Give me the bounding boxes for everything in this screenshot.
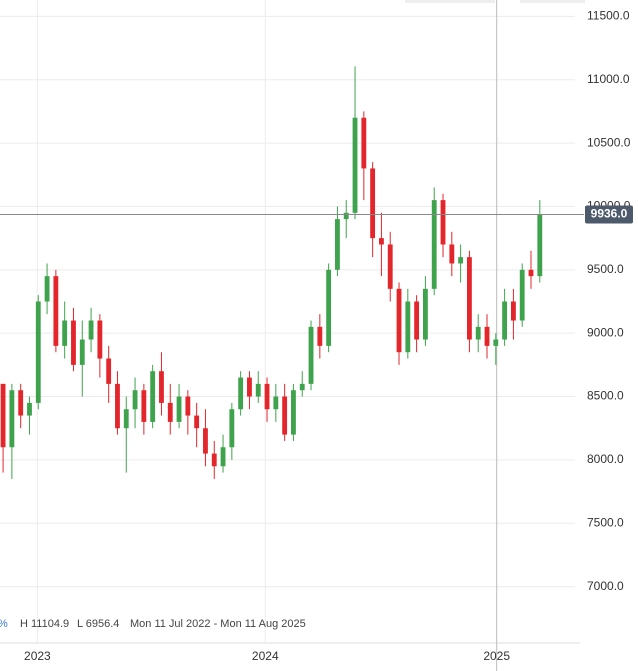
candle-body <box>79 339 85 365</box>
candle-body <box>361 117 367 169</box>
candle-body <box>291 390 296 435</box>
candle-body <box>176 396 182 422</box>
candle-body <box>510 301 516 321</box>
candle-body <box>123 409 129 429</box>
y-tick-label: 8500.0 <box>587 389 624 403</box>
candle-body <box>379 238 384 245</box>
stat-text: % <box>0 618 8 630</box>
last-price-box <box>585 205 633 224</box>
candle-body <box>264 383 270 410</box>
candle-body <box>449 244 455 264</box>
candle-body <box>167 402 173 422</box>
candle-body <box>528 269 534 277</box>
candle-body <box>299 383 305 391</box>
candle-body <box>211 453 217 467</box>
candle-body <box>97 320 103 359</box>
stat-text: L 6956.4 <box>77 618 119 630</box>
x-tick-label: 2023 <box>24 649 51 663</box>
toolbar-fragment <box>520 0 585 3</box>
candle-body <box>466 257 472 340</box>
candle-body <box>273 396 279 410</box>
y-tick-label: 9000.0 <box>587 325 624 339</box>
candle-body <box>431 200 437 289</box>
stat-text: H 11104.9 <box>20 618 69 630</box>
candle-body <box>317 326 323 346</box>
candle-body <box>247 377 252 397</box>
candle-body <box>326 269 332 346</box>
candle-body <box>352 117 358 213</box>
candle-body <box>150 371 156 422</box>
candle-body <box>44 276 50 302</box>
candle-body <box>414 301 420 340</box>
candle-body <box>343 212 349 220</box>
candle-body <box>132 390 138 410</box>
candle-body <box>71 320 76 365</box>
candle-body <box>53 276 59 346</box>
y-tick-label: 8000.0 <box>587 452 624 466</box>
candle-body <box>396 288 402 353</box>
y-tick-label: 9500.0 <box>587 262 624 276</box>
candle-body <box>18 390 24 416</box>
candle-body <box>220 447 226 467</box>
candle-body <box>308 326 314 384</box>
candle-body <box>0 383 6 448</box>
y-tick-label: 7500.0 <box>587 515 624 529</box>
candle-body <box>484 326 490 346</box>
candle-body <box>106 358 112 384</box>
candle-body <box>423 288 428 340</box>
y-tick-label: 11000.0 <box>587 72 630 86</box>
candle-body <box>282 396 288 435</box>
stat-text: Mon 11 Jul 2022 - Mon 11 Aug 2025 <box>130 618 306 630</box>
candle-body <box>502 301 508 340</box>
candle-body <box>9 390 15 448</box>
x-tick-label: 2024 <box>252 649 279 663</box>
toolbar-fragment <box>405 0 495 3</box>
candle-body <box>387 244 393 289</box>
x-tick-label: 2025 <box>483 649 510 663</box>
candle-body <box>27 402 32 416</box>
y-tick-label: 11500.0 <box>587 9 630 23</box>
candle-body <box>88 320 94 340</box>
last-price-label: 9936.0 <box>591 207 628 221</box>
candle-body <box>458 257 464 264</box>
y-tick-label: 7000.0 <box>587 579 624 593</box>
y-tick-label: 10500.0 <box>587 135 631 149</box>
candle-body <box>405 301 411 353</box>
candle-body <box>493 339 499 346</box>
candle-body <box>475 326 481 340</box>
candle-body <box>194 415 200 429</box>
candle-body <box>159 371 164 403</box>
candle-body <box>185 396 191 416</box>
candle-body <box>537 214 543 277</box>
candle-body <box>35 301 41 403</box>
candle-body <box>141 390 147 422</box>
candle-body <box>440 200 446 245</box>
candle-body <box>238 377 244 410</box>
candle-body <box>229 409 235 448</box>
candle-body <box>115 383 120 429</box>
candle-body <box>519 269 525 321</box>
candle-body <box>62 320 68 346</box>
candle-body <box>370 168 376 239</box>
candle-body <box>335 219 340 270</box>
candle-body <box>255 383 261 397</box>
candle-body <box>203 428 208 454</box>
